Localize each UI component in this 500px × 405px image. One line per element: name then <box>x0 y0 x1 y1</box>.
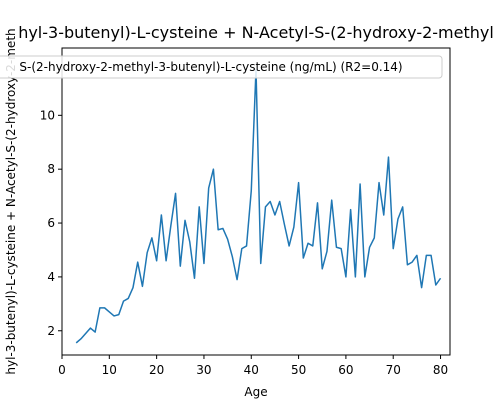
chart-legend: S-(2-hydroxy-2-methyl-3-butenyl)-L-cyste… <box>0 55 443 79</box>
series-line-0 <box>75 68 442 344</box>
y-axis-label: hyl-3-butenyl)-L-cysteine + N-Acetyl-S-(… <box>4 28 18 374</box>
x-tick-label: 20 <box>149 363 164 377</box>
x-tick-label: 0 <box>58 363 66 377</box>
chart-title: hyl-3-butenyl)-L-cysteine + N-Acetyl-S-(… <box>18 23 494 42</box>
y-tick-label: 4 <box>47 270 55 284</box>
plot-area-frame <box>61 47 451 356</box>
x-tick-label: 70 <box>386 363 401 377</box>
x-tick-label: 50 <box>291 363 306 377</box>
y-tick-label: 2 <box>47 324 55 338</box>
x-tick-label: 10 <box>102 363 117 377</box>
x-tick-label: 60 <box>338 363 353 377</box>
x-tick-label: 80 <box>433 363 448 377</box>
series-layer <box>75 68 442 344</box>
x-axis-ticks: 0 10 20 30 40 50 60 70 80 <box>58 355 448 377</box>
y-axis-ticks: 2 4 6 8 10 <box>40 108 62 338</box>
x-tick-label: 40 <box>244 363 259 377</box>
legend-series-label: S-(2-hydroxy-2-methyl-3-butenyl)-L-cyste… <box>19 60 402 74</box>
y-tick-label: 6 <box>47 216 55 230</box>
y-tick-label: 10 <box>40 108 55 122</box>
x-tick-label: 30 <box>196 363 211 377</box>
y-tick-label: 8 <box>47 162 55 176</box>
legend-box <box>0 55 443 79</box>
x-axis-label: Age <box>244 385 267 399</box>
